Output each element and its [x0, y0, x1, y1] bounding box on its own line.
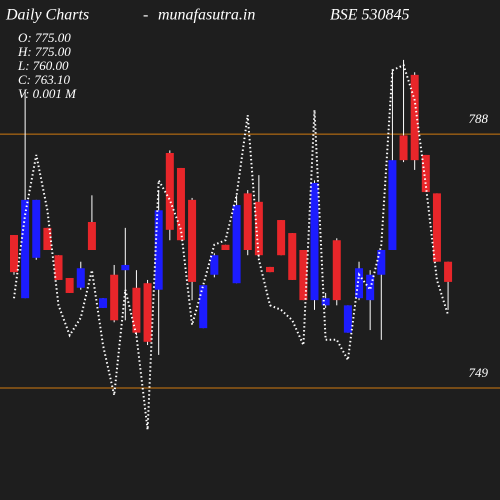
- candle-body: [210, 255, 219, 275]
- candle-body: [343, 305, 352, 333]
- candle-body: [444, 261, 453, 282]
- candle-body: [377, 250, 386, 275]
- candle-body: [76, 268, 85, 288]
- chart-title: Daily Charts: [5, 7, 89, 24]
- symbol: BSE 530845: [330, 7, 410, 24]
- candle-body: [21, 199, 30, 299]
- candle-body: [99, 298, 108, 308]
- y-tick-label: 788: [469, 111, 489, 126]
- info-line: H: 775.00: [17, 44, 71, 59]
- info-line: V: 0.001 M: [18, 86, 77, 101]
- candle-body: [143, 283, 152, 342]
- candle-body: [32, 199, 41, 258]
- candle-body: [399, 135, 408, 161]
- candle-body: [165, 152, 174, 230]
- candle-body: [154, 210, 163, 290]
- candle-body: [121, 264, 130, 271]
- candle-body: [254, 201, 263, 256]
- candle-body: [288, 233, 297, 280]
- candle-body: [310, 182, 319, 301]
- candle-body: [232, 205, 241, 284]
- candle-body: [243, 193, 252, 250]
- candle-body: [10, 235, 18, 273]
- candle-body: [265, 266, 274, 273]
- candle-body: [410, 74, 419, 161]
- candle-body: [321, 298, 330, 306]
- info-line: O: 775.00: [18, 30, 71, 45]
- site-name: munafasutra.in: [158, 7, 255, 24]
- candle-body: [355, 268, 364, 299]
- candle-body: [65, 277, 74, 293]
- y-tick-label: 749: [469, 365, 489, 380]
- candle-body: [199, 285, 208, 329]
- candle-body: [221, 244, 230, 250]
- candle-body: [87, 222, 96, 250]
- candle-body: [299, 250, 308, 301]
- candle-body: [277, 220, 286, 256]
- candle-body: [54, 255, 63, 280]
- candle-body: [188, 199, 197, 282]
- candle-body: [43, 227, 52, 250]
- separator: -: [143, 7, 148, 24]
- candle-body: [132, 287, 141, 333]
- candle-body: [176, 167, 185, 241]
- info-line: L: 760.00: [17, 58, 69, 73]
- candle-body: [388, 160, 397, 250]
- moving-average-line: [13, 63, 450, 430]
- candle-body: [432, 193, 441, 262]
- candle-body: [421, 154, 430, 193]
- info-line: C: 763.10: [18, 72, 71, 87]
- candle-body: [332, 240, 341, 301]
- candle-body: [110, 274, 119, 321]
